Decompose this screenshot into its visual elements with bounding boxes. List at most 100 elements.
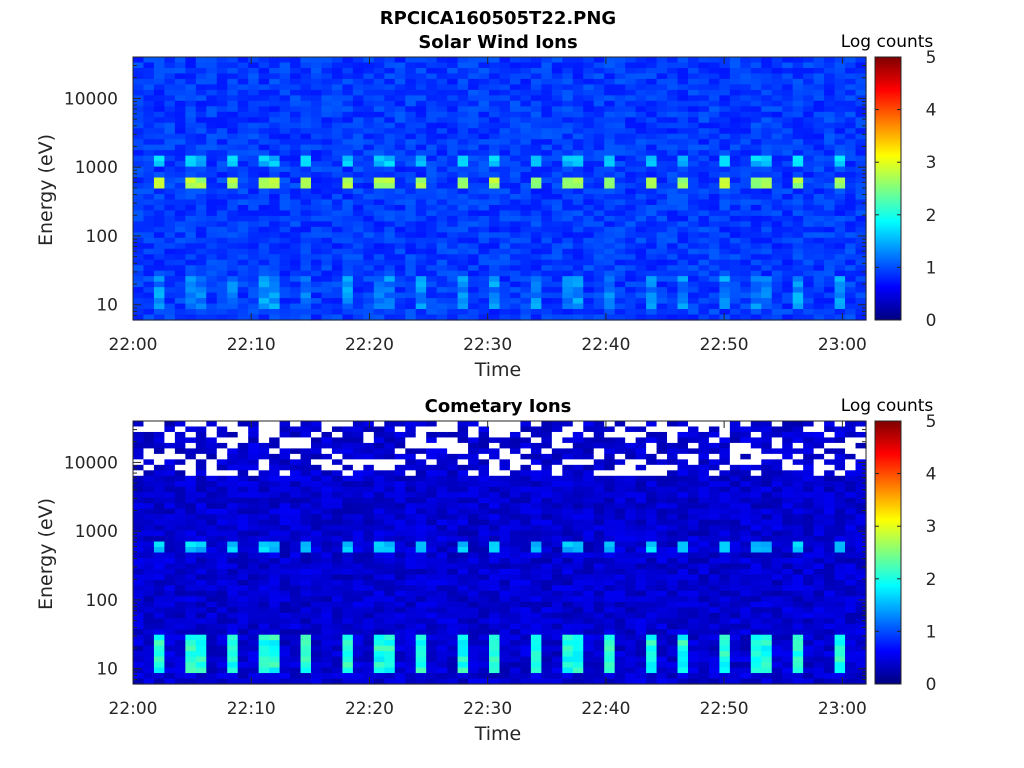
heatmap-cell (195, 563, 207, 570)
heatmap-cell (541, 281, 553, 288)
heatmap-cell (164, 421, 176, 428)
heatmap-cell (342, 448, 354, 455)
heatmap-cell (185, 111, 197, 118)
heatmap-cell (352, 536, 364, 543)
heatmap-cell (468, 215, 480, 222)
heatmap-cell (478, 292, 490, 299)
heatmap-cell (530, 254, 542, 261)
heatmap-cell (373, 612, 385, 619)
heatmap-cell (279, 155, 291, 162)
heatmap-cell (143, 514, 155, 521)
heatmap-cell (572, 243, 584, 250)
heatmap-cell (520, 199, 532, 206)
heatmap-cell (258, 623, 270, 630)
heatmap-cell (342, 673, 354, 680)
heatmap-cell (614, 303, 626, 310)
heatmap-cell (551, 215, 563, 222)
heatmap-cell (687, 100, 700, 107)
heatmap-cell (813, 188, 825, 195)
heatmap-cell (667, 89, 679, 96)
heatmap-cell (133, 541, 145, 548)
heatmap-cell (279, 111, 291, 118)
heatmap-cell (541, 78, 553, 85)
heatmap-cell (258, 210, 270, 217)
heatmap-cell (300, 574, 312, 581)
heatmap-cell (447, 514, 459, 521)
heatmap-cell (447, 486, 459, 493)
heatmap-cell (708, 243, 720, 250)
heatmap-cell (625, 259, 637, 266)
heatmap-cell (771, 276, 783, 283)
heatmap-cell (625, 292, 637, 299)
heatmap-cell (279, 442, 291, 449)
heatmap-cell (279, 612, 291, 619)
heatmap-cell (572, 172, 584, 179)
heatmap-cell (279, 265, 291, 272)
heatmap-cell (216, 232, 228, 239)
heatmap-cell (499, 84, 511, 91)
heatmap-cell (468, 248, 480, 255)
heatmap-cell (415, 210, 427, 217)
heatmap-cell (331, 492, 344, 499)
heatmap-cell (541, 161, 553, 168)
heatmap-cell (384, 210, 396, 217)
heatmap-cell (290, 629, 302, 636)
heatmap-cell (321, 464, 333, 471)
heatmap-cell (656, 215, 668, 222)
heatmap-cell (206, 276, 218, 283)
heatmap-cell (174, 226, 186, 233)
heatmap-cell (436, 596, 448, 603)
heatmap-cell (206, 78, 218, 85)
heatmap-cell (614, 95, 626, 102)
heatmap-cell (803, 259, 815, 266)
heatmap-cell (834, 139, 846, 146)
heatmap-cell (164, 78, 176, 85)
heatmap-cell (300, 265, 312, 272)
heatmap-cell (792, 276, 804, 283)
heatmap-cell (667, 183, 679, 190)
heatmap-cell (363, 612, 375, 619)
heatmap-cell (248, 442, 260, 449)
heatmap-cell (687, 232, 700, 239)
heatmap-cell (195, 514, 207, 521)
heatmap-cell (290, 607, 302, 614)
heatmap-cell (164, 106, 176, 113)
heatmap-cell (248, 530, 260, 537)
heatmap-cell (164, 128, 176, 135)
heatmap-cell (530, 95, 542, 102)
heatmap-cell (771, 67, 783, 75)
heatmap-cell (269, 437, 281, 444)
heatmap-cell (457, 221, 469, 228)
heatmap-cell (394, 303, 406, 310)
heatmap-cell (656, 106, 668, 113)
heatmap-cell (143, 673, 155, 680)
heatmap-cell (698, 84, 710, 91)
heatmap-cell (342, 574, 354, 581)
heatmap-cell (394, 106, 406, 113)
heatmap-cell (614, 89, 626, 96)
heatmap-cell (415, 287, 427, 294)
heatmap-cell (269, 525, 281, 532)
heatmap-cell (237, 281, 249, 288)
heatmap-cell (311, 84, 323, 91)
heatmap-cell (478, 276, 490, 283)
heatmap-cell (290, 426, 302, 433)
heatmap-cell (216, 618, 228, 625)
heatmap-cell (227, 497, 239, 504)
heatmap-cell (677, 303, 689, 310)
heatmap-cell (248, 453, 260, 460)
heatmap-cell (195, 100, 207, 107)
heatmap-cell (509, 106, 522, 113)
heatmap-cell (206, 150, 218, 157)
heatmap-cell (677, 276, 689, 283)
heatmap-cell (771, 314, 783, 321)
heatmap-cell (782, 199, 794, 206)
heatmap-cell (164, 525, 176, 532)
heatmap-cell (248, 73, 260, 80)
heatmap-cell (520, 265, 532, 272)
heatmap-cell (436, 508, 448, 515)
heatmap-cell (363, 519, 375, 526)
heatmap-cell (625, 57, 637, 64)
heatmap-cell (824, 276, 836, 283)
heatmap-cell (373, 100, 385, 107)
